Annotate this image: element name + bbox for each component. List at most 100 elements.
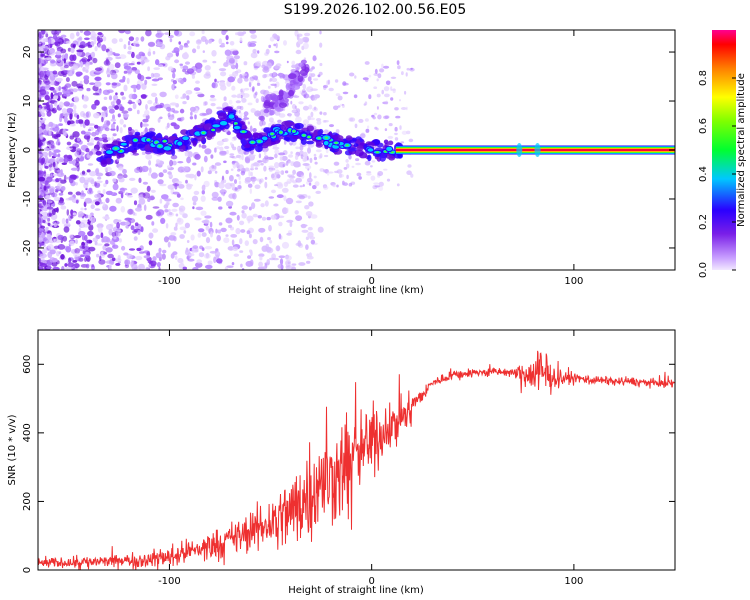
spectrogram-noise-blob [319,111,323,115]
spectrogram-noise-blob [239,156,243,160]
spectrogram-noise-blob [405,72,408,77]
spectrogram-noise-blob [109,240,115,245]
spectrogram-noise-blob [84,241,89,247]
spectrogram-noise-blob [148,172,151,176]
spectrogram-noise-blob [172,80,177,85]
spectrogram-noise-blob [410,67,413,70]
spectrogram-noise-blob [38,141,43,147]
spectrogram-noise-blob [38,231,42,236]
spectrogram-noise-blob [229,175,234,182]
spectrogram-noise-blob [102,36,107,42]
spectrogram-noise-blob [122,113,130,118]
spectrogram-noise-blob [155,104,163,109]
spectrogram-noise-blob [316,120,322,125]
spectrogram-noise-blob [41,123,46,130]
spectrogram-noise-blob [75,71,83,77]
spectrogram-noise-blob [285,197,294,205]
spectrogram-noise-blob [105,70,112,76]
spectrogram-track-peak [250,141,255,144]
spectrogram-noise-blob [215,182,219,188]
spectrogram-noise-blob [184,51,188,57]
spectrogram-noise-blob [219,81,226,87]
snr-x-tick-label: 100 [564,576,583,587]
spectrogram-track-peak [257,140,261,143]
spectrogram-noise-blob [382,101,389,105]
spectrogram-noise-blob [204,148,212,155]
spectrogram-noise-blob [300,174,305,179]
spectrogram-noise-blob [254,110,262,117]
spectrogram-noise-blob [373,112,378,116]
spectrogram-noise-blob [107,63,115,71]
spectrogram-noise-blob [210,94,215,98]
spectrogram-noise-blob [75,182,78,186]
spectrogram-noise-blob [178,184,185,189]
spectrogram-noise-blob [304,38,309,43]
spectrogram-x-axis-label: Height of straight line (km) [288,285,424,296]
spectrogram-noise-blob [68,160,74,164]
spectrogram-noise-blob [337,105,341,108]
spectrogram-noise-blob [286,60,289,64]
spectrogram-noise-blob [200,36,207,42]
spectrogram-noise-blob [226,265,234,269]
spectrogram-noise-blob [221,42,225,47]
spectrogram-noise-blob [181,116,185,121]
spectrogram-noise-blob [205,108,213,115]
spectrogram-noise-blob [88,246,96,252]
spectrogram-noise-blob [201,190,205,195]
spectrogram-noise-blob [326,171,330,176]
spectrogram-noise-blob [285,264,294,270]
spectrogram-noise-blob [55,51,62,56]
spectrogram-noise-blob [300,224,308,227]
spectrogram-noise-blob [55,178,60,183]
spectrogram-noise-blob [302,83,307,90]
spectrogram-noise-blob [97,190,101,194]
spectrogram-noise-blob [335,129,340,134]
spectrogram-noise-blob [38,83,41,89]
spectrogram-noise-blob [184,222,190,229]
spectrogram-noise-blob [202,50,205,53]
spectrogram-noise-blob [123,65,132,70]
spectrogram-noise-blob [174,30,179,36]
spectrogram-noise-blob [278,233,282,240]
spectrogram-track-blob [179,145,186,152]
spectrogram-noise-blob [346,174,349,180]
spectrogram-noise-blob [83,182,89,189]
spectrogram-noise-blob [223,237,230,244]
spectrogram-noise-blob [89,82,96,85]
spectrogram-noise-blob [110,128,116,131]
spectrogram-noise-blob [115,230,121,237]
spectrogram-noise-blob [50,59,56,64]
spectrogram-noise-blob [216,106,223,110]
spectrogram-noise-blob [53,208,59,212]
spectrogram-noise-blob [151,221,155,226]
spectrogram-noise-blob [177,117,182,122]
spectrogram-noise-blob [261,216,267,221]
spectrogram-noise-blob [236,174,240,177]
spectrogram-noise-blob [161,194,169,200]
spectrogram-track-blob [379,154,387,162]
spectrogram-noise-blob [407,164,412,168]
spectrogram-noise-blob [287,174,292,178]
spectrogram-noise-blob [140,36,145,42]
spectrogram-noise-blob [128,62,135,66]
spectrogram-noise-blob [61,217,66,225]
spectrogram-noise-blob [142,118,149,123]
spectrogram-noise-blob [231,184,235,190]
spectrogram-noise-blob [69,123,76,127]
spectrogram-noise-blob [224,145,230,150]
spectrogram-noise-blob [117,113,121,118]
spectrogram-noise-blob [57,142,61,146]
spectrogram-noise-blob [313,78,319,81]
spectrogram-noise-blob [96,253,100,258]
spectrogram-noise-blob [111,136,114,142]
spectrogram-noise-blob [275,42,278,49]
spectrogram-noise-blob [316,118,322,122]
spectrogram-noise-blob [155,211,161,217]
spectrogram-spur-blob [285,83,291,90]
spectrogram-noise-blob [378,181,384,187]
spectrogram-noise-blob [177,217,182,223]
spectrogram-noise-blob [39,105,42,109]
spectrogram-noise-blob [254,184,261,190]
spectrogram-noise-blob [342,81,347,86]
spectrogram-track-blob [127,146,133,152]
